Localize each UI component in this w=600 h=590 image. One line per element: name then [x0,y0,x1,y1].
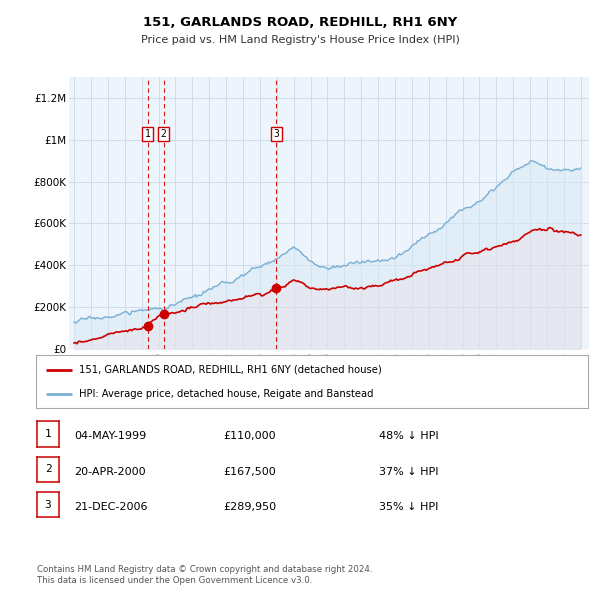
Text: 2: 2 [161,129,167,139]
Text: 35% ↓ HPI: 35% ↓ HPI [379,502,439,512]
Text: 04-MAY-1999: 04-MAY-1999 [74,431,146,441]
Text: 151, GARLANDS ROAD, REDHILL, RH1 6NY: 151, GARLANDS ROAD, REDHILL, RH1 6NY [143,16,457,29]
Text: 3: 3 [44,500,52,510]
Text: 37% ↓ HPI: 37% ↓ HPI [379,467,439,477]
Text: 1: 1 [145,129,151,139]
Text: Price paid vs. HM Land Registry's House Price Index (HPI): Price paid vs. HM Land Registry's House … [140,35,460,45]
Text: 2: 2 [44,464,52,474]
Text: 48% ↓ HPI: 48% ↓ HPI [379,431,439,441]
Text: 21-DEC-2006: 21-DEC-2006 [74,502,148,512]
Text: This data is licensed under the Open Government Licence v3.0.: This data is licensed under the Open Gov… [37,576,313,585]
Text: Contains HM Land Registry data © Crown copyright and database right 2024.: Contains HM Land Registry data © Crown c… [37,565,373,574]
Text: 151, GARLANDS ROAD, REDHILL, RH1 6NY (detached house): 151, GARLANDS ROAD, REDHILL, RH1 6NY (de… [79,365,382,375]
Text: 3: 3 [273,129,279,139]
Text: 20-APR-2000: 20-APR-2000 [74,467,146,477]
Text: 1: 1 [44,429,52,439]
Text: HPI: Average price, detached house, Reigate and Banstead: HPI: Average price, detached house, Reig… [79,389,374,399]
Text: £110,000: £110,000 [223,431,276,441]
Text: £167,500: £167,500 [223,467,276,477]
Text: £289,950: £289,950 [223,502,277,512]
